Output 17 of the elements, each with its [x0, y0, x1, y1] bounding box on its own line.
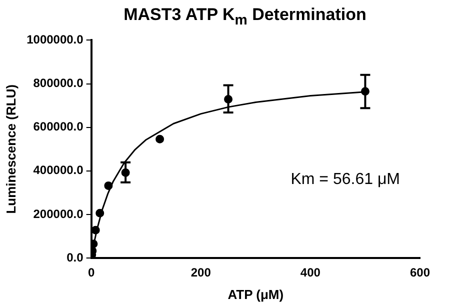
annotation: Km = 56.61 μM	[290, 170, 400, 188]
x-tick-label: 0	[88, 266, 95, 280]
x-tick-label: 600	[410, 266, 430, 280]
point	[156, 134, 164, 144]
point	[104, 181, 113, 190]
point	[96, 208, 104, 218]
y-tick-label: 1000000.0	[26, 32, 84, 47]
y-axis-title: Luminescence (RLU)	[3, 84, 18, 214]
x-tick-label: 400	[300, 266, 321, 280]
x-axis-title: ATP (μM)	[228, 286, 284, 302]
y-tick-label: 400000.0	[33, 163, 84, 178]
y-tick-label: 600000.0	[33, 120, 84, 134]
y-tick-label: 800000.0	[33, 76, 84, 90]
y-tick-label: 200000.0	[33, 206, 84, 221]
chart-title: MAST3 ATP K$_{m}$ Determination	[122, 4, 368, 30]
y-tick-label: 0.0	[66, 250, 84, 264]
x-tick-label: 200	[190, 266, 212, 280]
